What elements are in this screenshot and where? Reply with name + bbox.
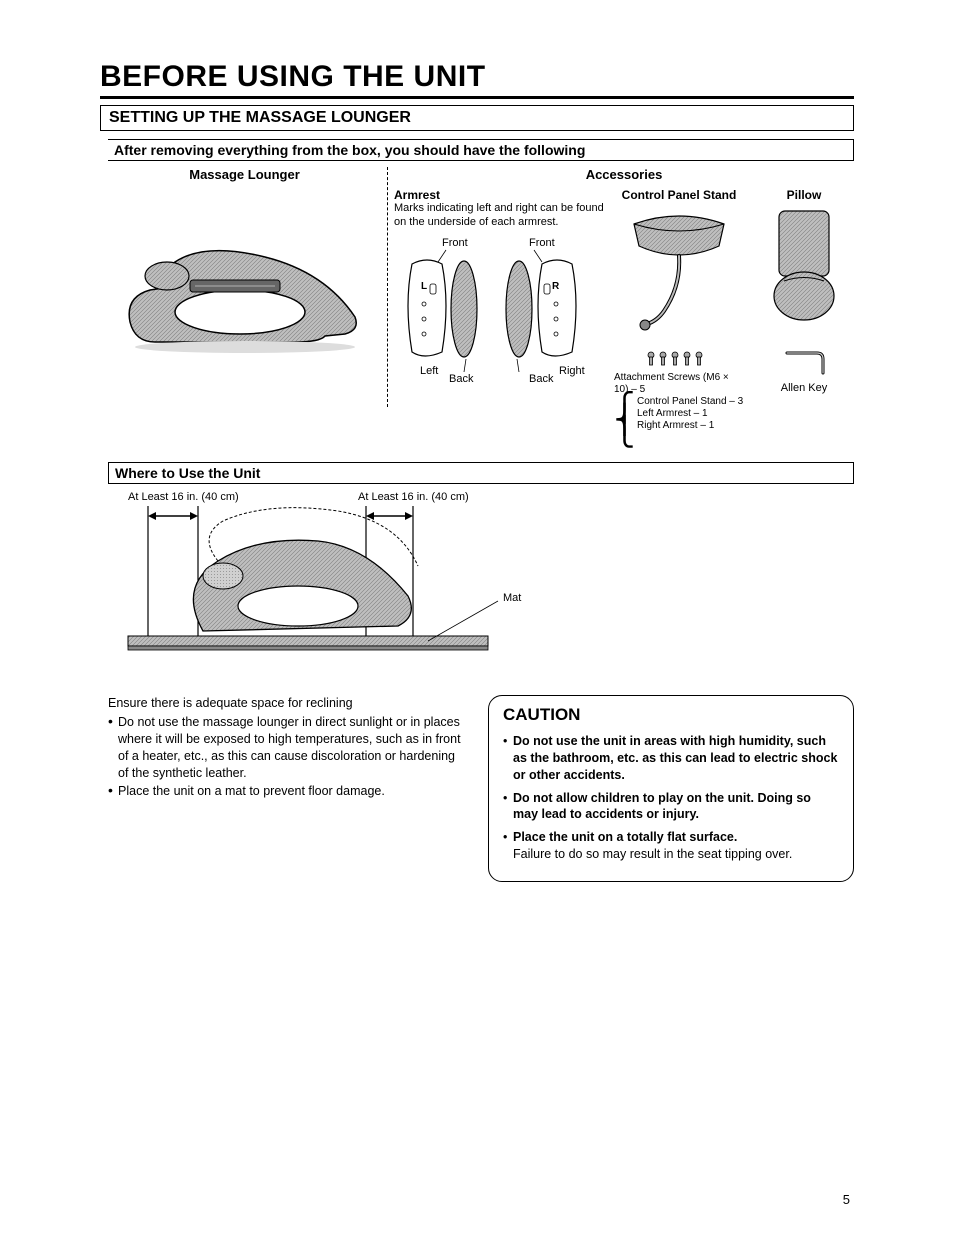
svg-text:R: R: [552, 281, 560, 292]
svg-text:L: L: [421, 281, 427, 292]
control-panel-stand-block: Control Panel Stand: [614, 188, 744, 432]
allen-key-illustration: [779, 347, 829, 377]
page-number: 5: [843, 1192, 850, 1207]
pillow-label: Pillow: [754, 188, 854, 202]
armrest-front-r: Front: [529, 237, 555, 249]
allen-key-label: Allen Key: [754, 382, 854, 394]
clearance-left-label: At Least 16 in. (40 cm): [128, 491, 239, 503]
armrest-illustration: Front L Left Back: [394, 234, 604, 384]
instruction-item: Do not use the massage lounger in direct…: [108, 714, 468, 782]
section-subheading-contents: After removing everything from the box, …: [108, 139, 854, 161]
caution-box: CAUTION Do not use the unit in areas wit…: [488, 695, 854, 882]
caution-title: CAUTION: [503, 704, 839, 727]
cps-illustration: [619, 206, 739, 346]
caution-item: Place the unit on a totally flat surface…: [503, 829, 839, 863]
mat-label: Mat: [503, 592, 521, 604]
caution-item: Do not allow children to play on the uni…: [503, 790, 839, 824]
instruction-columns: Ensure there is adequate space for recli…: [108, 695, 854, 882]
caution-item: Do not use the unit in areas with high h…: [503, 733, 839, 784]
clearance-right-label: At Least 16 in. (40 cm): [358, 491, 469, 503]
instruction-text: Ensure there is adequate space for recli…: [108, 695, 468, 882]
cps-label: Control Panel Stand: [614, 188, 744, 202]
where-diagram: At Least 16 in. (40 cm) At Least 16 in. …: [108, 486, 854, 671]
lounger-illustration: [115, 202, 375, 362]
vertical-divider: [387, 167, 388, 407]
pillow-illustration: [754, 206, 854, 336]
armrest-left: Left: [420, 365, 438, 377]
pillow-block: Pillow: [754, 188, 854, 432]
accessories-column: Accessories Armrest Marks indicating lef…: [394, 167, 854, 432]
armrest-front-l: Front: [442, 237, 468, 249]
armrest-right: Right: [559, 365, 585, 377]
screws-illustration: [644, 351, 714, 367]
screws-text: Attachment Screws (M6 × 10) – 5 ⎧Control…: [614, 372, 744, 432]
lounger-column: Massage Lounger: [108, 167, 381, 432]
instruction-item: Place the unit on a mat to prevent floor…: [108, 783, 468, 800]
instruction-intro: Ensure there is adequate space for recli…: [108, 695, 468, 712]
where-heading: Where to Use the Unit: [108, 462, 854, 484]
accessories-title: Accessories: [394, 167, 854, 182]
page-title: BEFORE USING THE UNIT: [100, 60, 854, 99]
armrest-block: Armrest Marks indicating left and right …: [394, 188, 604, 432]
armrest-back-r: Back: [529, 373, 554, 384]
box-contents-row: Massage Lounger: [108, 167, 854, 432]
lounger-title: Massage Lounger: [108, 167, 381, 182]
armrest-label: Armrest: [394, 188, 604, 202]
armrest-back-l: Back: [449, 373, 474, 384]
armrest-desc: Marks indicating left and right can be f…: [394, 202, 604, 230]
section-heading-setup: SETTING UP THE MASSAGE LOUNGER: [100, 105, 854, 131]
